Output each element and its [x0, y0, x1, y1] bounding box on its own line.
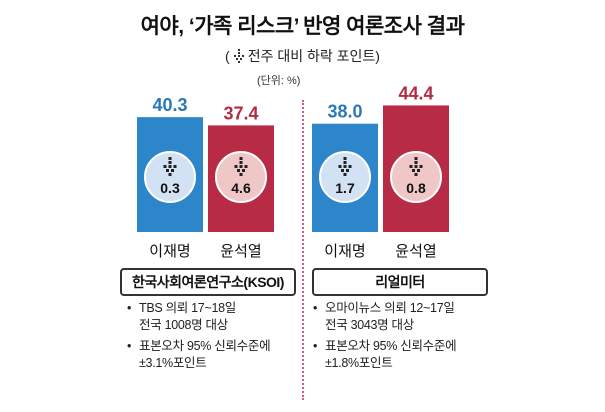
note-line: ±3.1%포인트 — [139, 356, 207, 370]
category-label: 윤석열 — [220, 243, 261, 260]
source-label-ksoi: 한국사회여론연구소(KSOI) — [120, 268, 296, 296]
survey-notes-realmeter: • 오마이뉴스 의뢰 12~17일 전국 3043명 대상 • 표본오차 95% 신뢰… — [313, 300, 493, 376]
source-label-realmeter: 리얼미터 — [312, 268, 488, 296]
chart-title: 여야, ‘가족 리스크’ 반영 여론조사 결과 — [140, 15, 465, 38]
category-label: 이재명 — [324, 243, 365, 260]
note-line: TBS 의뢰 17~18일 — [139, 301, 236, 315]
change-badge — [319, 151, 371, 203]
bar-value-label: 37.4 — [223, 103, 258, 123]
survey-note: • 표본오차 95% 신뢰수준에 ±3.1%포인트 — [127, 338, 302, 372]
survey-notes-ksoi: • TBS 의뢰 17~18일 전국 1008명 대상 • 표본오차 95% 신뢰수준… — [127, 300, 302, 376]
bar-value-label: 40.3 — [152, 95, 187, 115]
note-line: ±1.8%포인트 — [325, 356, 393, 370]
note-line: 전국 3043명 대상 — [325, 318, 414, 332]
bar-value-label: 44.4 — [398, 83, 433, 103]
note-line: 표본오차 95% 신뢰수준에 — [139, 339, 271, 353]
category-label: 이재명 — [149, 243, 190, 260]
note-line: 오마이뉴스 의뢰 12~17일 — [325, 301, 455, 315]
down-arrow-icon — [409, 157, 423, 176]
change-label: 1.7 — [335, 180, 355, 196]
change-label: 0.3 — [160, 180, 180, 196]
survey-note: • 오마이뉴스 의뢰 12~17일 전국 3043명 대상 — [313, 300, 493, 334]
survey-note: • 표본오차 95% 신뢰수준에 ±1.8%포인트 — [313, 338, 493, 372]
legend-label: 전주 대비 하락 포인트) — [247, 48, 380, 64]
change-label: 4.6 — [231, 180, 251, 196]
survey-note: • TBS 의뢰 17~18일 전국 1008명 대상 — [127, 300, 302, 334]
change-label: 0.8 — [406, 180, 426, 196]
note-line: 전국 1008명 대상 — [139, 318, 228, 332]
unit-label: (단위: %) — [257, 75, 301, 87]
change-badge — [144, 151, 196, 203]
bar-value-label: 38.0 — [327, 102, 362, 122]
down-arrow-icon — [234, 157, 248, 176]
change-badge — [390, 151, 442, 203]
down-arrow-icon — [233, 49, 245, 63]
legend: (전주 대비 하락 포인트) — [225, 48, 380, 64]
panel-divider — [302, 100, 304, 400]
down-arrow-icon — [163, 157, 177, 176]
note-line: 표본오차 95% 신뢰수준에 — [325, 339, 457, 353]
down-arrow-icon — [338, 157, 352, 176]
change-badge — [215, 151, 267, 203]
category-label: 윤석열 — [395, 243, 436, 260]
